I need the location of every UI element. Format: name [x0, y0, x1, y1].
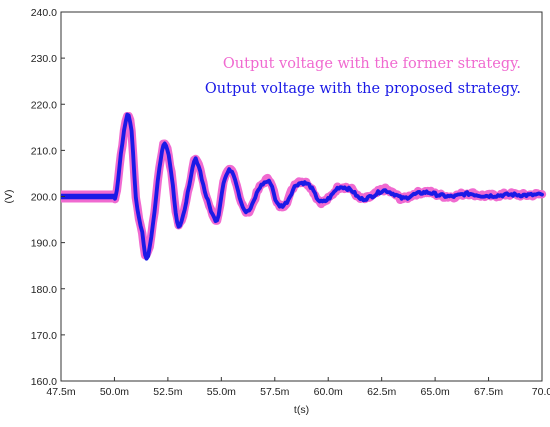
y-tick-label: 220.0 — [31, 99, 57, 111]
y-axis-label: (V) — [3, 190, 15, 204]
y-tick-label: 210.0 — [31, 145, 57, 157]
y-tick-label: 190.0 — [31, 238, 57, 250]
y-axis-ticks: 160.0 170.0 180.0 190.0 200.0 210.0 220.0 230.0… — [31, 7, 65, 388]
y-tick-label: 240.0 — [31, 7, 57, 19]
legend-entry-2: Output voltage with the proposed strateg… — [205, 81, 521, 97]
legend: Output voltage with the former strategy.… — [205, 56, 521, 97]
x-tick-label: 60.0m — [314, 386, 343, 398]
x-tick-label: 62.5m — [367, 386, 396, 398]
legend-entry-1: Output voltage with the former strategy. — [223, 56, 521, 72]
x-axis-ticks: 47.5m 50.0m 52.5m 55.0m 57.5m 60.0m 62.5m 65.0m… — [46, 377, 550, 398]
series-2-steady-band — [61, 193, 115, 200]
y-tick-label: 160.0 — [31, 376, 57, 388]
x-tick-label: 65.0m — [421, 386, 450, 398]
y-tick-label: 230.0 — [31, 53, 57, 65]
y-tick-label: 170.0 — [31, 330, 57, 342]
series-2 — [61, 112, 544, 261]
x-tick-label: 52.5m — [153, 386, 182, 398]
y-tick-label: 180.0 — [31, 284, 57, 296]
x-axis-label: t(s) — [294, 404, 309, 416]
series-2-line — [112, 112, 544, 261]
series-layer — [61, 111, 547, 261]
x-tick-label: 55.0m — [207, 386, 236, 398]
x-tick-label: 57.5m — [260, 386, 289, 398]
y-tick-label: 200.0 — [31, 192, 57, 204]
x-tick-label: 47.5m — [46, 386, 75, 398]
x-tick-label: 50.0m — [100, 386, 129, 398]
x-tick-label: 70.0 — [532, 386, 550, 398]
x-tick-label: 67.5m — [474, 386, 503, 398]
